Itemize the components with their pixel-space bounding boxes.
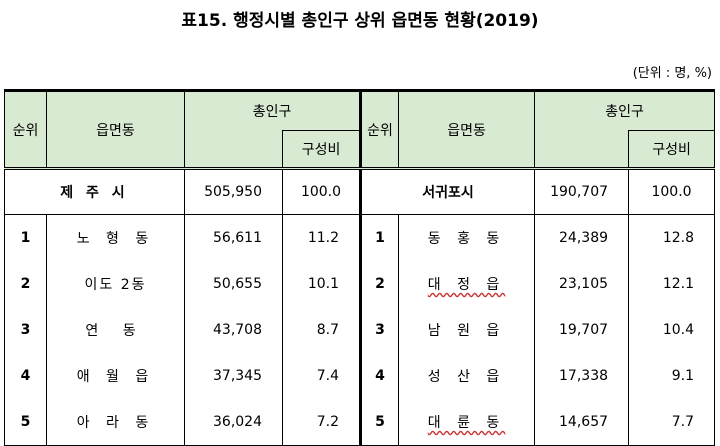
rank-left: 2 [4,261,47,307]
total-name-left: 제 주 시 [4,167,185,215]
district-right: 성 산 읍 [398,353,536,399]
table-row: 3 연 동 43,708 8.7 3 남 원 읍 19,707 10.4 [4,307,716,353]
table-row: 4 애 월 읍 37,345 7.4 4 성 산 읍 17,338 9.1 [4,353,716,399]
header-rank-left: 순위 [4,89,47,169]
page-title: 표15. 행정시별 총인구 상위 읍면동 현황(2019) [181,11,539,31]
population-left: 56,611 [184,214,283,261]
district-right: 동 홍 동 [398,214,536,261]
district-left: 노 형 동 [46,214,185,261]
population-right: 14,657 [534,399,630,446]
total-population-left: 505,950 [184,167,283,215]
total-row: 제 주 시 505,950 100.0 서귀포시 190,707 100.0 [4,167,716,215]
rank-left: 4 [4,353,47,399]
rank-right: 1 [359,214,400,261]
header-total-left: 총인구 [183,89,362,131]
share-right: 10.4 [628,307,716,353]
rank-right: 2 [359,261,400,307]
rank-left: 1 [4,214,47,261]
total-share-left: 100.0 [281,167,362,215]
share-left: 8.7 [281,307,362,353]
district-left: 애 월 읍 [46,353,185,399]
rank-right: 3 [359,307,400,353]
population-right: 24,389 [534,214,630,261]
header-share-right: 구성비 [628,130,716,169]
total-name-right: 서귀포시 [359,167,536,215]
header-pop-blank-right [534,130,629,169]
district-left: 이도 2동 [46,261,185,307]
header-district-left: 읍면동 [46,89,185,169]
population-right: 23,105 [534,261,630,307]
population-right: 19,707 [534,307,630,353]
population-left: 37,345 [184,353,283,399]
district-right: 대 정 읍 [398,261,536,307]
header-total-right: 총인구 [534,89,716,131]
district-left: 아 라 동 [46,399,185,446]
header-share-left: 구성비 [281,130,362,169]
table-row: 2 이도 2동 50,655 10.1 2 대 정 읍 23,105 12.1 [4,261,716,307]
population-table: 순위 읍면동 총인구 순위 읍면동 총인구 구성비 구성비 제 주 시 505,… [4,89,716,446]
population-right: 17,338 [534,353,630,399]
header-rank-right: 순위 [359,89,400,169]
share-right: 7.7 [628,399,716,446]
rank-right: 4 [359,353,400,399]
total-population-right: 190,707 [534,167,630,215]
share-right: 9.1 [628,353,716,399]
share-right: 12.8 [628,214,716,261]
header-row-1: 순위 읍면동 총인구 순위 읍면동 총인구 [4,89,716,169]
district-left: 연 동 [46,307,185,353]
header-pop-blank-left [184,130,283,169]
table-row: 1 노 형 동 56,611 11.2 1 동 홍 동 24,389 12.8 [4,214,716,261]
header-district-right: 읍면동 [398,89,536,169]
total-share-right: 100.0 [628,167,716,215]
unit-note: (단위 : 명, %) [632,66,712,81]
rank-left: 3 [4,307,47,353]
district-right: 남 원 읍 [398,307,536,353]
share-left: 11.2 [281,214,362,261]
population-left: 36,024 [184,399,283,446]
share-right: 12.1 [628,261,716,307]
share-left: 10.1 [281,261,362,307]
share-left: 7.4 [281,353,362,399]
district-right-text: 대 륜 동 [427,415,506,431]
header-row-2: 구성비 구성비 [5,130,716,169]
district-right: 대 륜 동 [398,399,536,446]
district-right-text: 대 정 읍 [427,277,506,293]
table-row: 5 아 라 동 36,024 7.2 5 대 륜 동 14,657 7.7 [4,399,716,446]
share-left: 7.2 [281,399,362,446]
population-left: 43,708 [184,307,283,353]
rank-left: 5 [4,399,47,446]
population-left: 50,655 [184,261,283,307]
rank-right: 5 [359,399,400,446]
